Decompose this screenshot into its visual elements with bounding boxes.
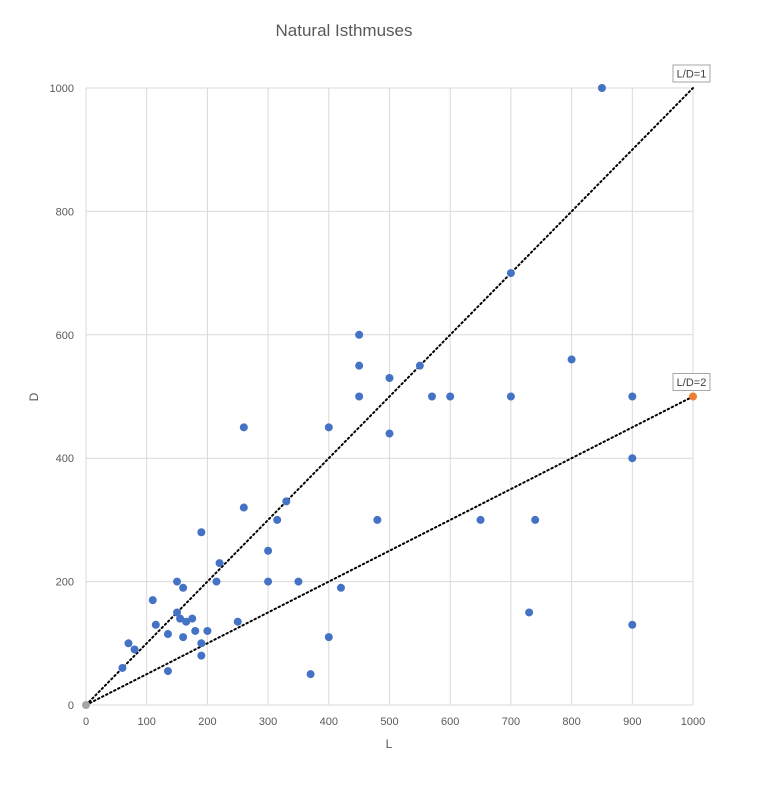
x-tick-label: 300: [259, 716, 277, 728]
data-point: [148, 596, 157, 605]
data-point: [239, 423, 248, 432]
chart-title: Natural Isthmuses: [276, 21, 413, 40]
reference-label-box: [672, 64, 711, 83]
data-point: [282, 497, 291, 506]
data-point: [173, 577, 182, 586]
x-tick-label: 900: [623, 716, 641, 728]
x-tick-label: 1000: [681, 716, 705, 728]
data-point: [82, 701, 90, 709]
y-tick-label: 0: [68, 700, 74, 712]
reference-line-2: [85, 395, 694, 706]
data-point: [531, 515, 540, 524]
x-tick-label: 400: [320, 716, 338, 728]
data-point: [118, 663, 127, 672]
data-point: [264, 546, 273, 555]
data-point: [163, 667, 172, 676]
data-point: [628, 620, 637, 629]
data-point: [264, 577, 273, 586]
data-point: [239, 503, 248, 512]
reference-lines: L/D=1 L/D=2: [85, 64, 711, 706]
reference-label: L/D=1: [677, 69, 707, 81]
data-point: [124, 639, 133, 648]
data-point: [355, 330, 364, 339]
data-point: [130, 645, 139, 654]
data-point: [197, 528, 206, 537]
data-point: [306, 670, 315, 679]
data-point: [385, 429, 394, 438]
data-point: [628, 392, 637, 401]
data-point: [215, 559, 224, 568]
data-point: [173, 608, 182, 617]
data-point: [179, 583, 188, 592]
data-point: [525, 608, 534, 617]
reference-label: L/D=2: [677, 377, 707, 389]
x-tick-label: 200: [198, 716, 216, 728]
data-point: [233, 617, 242, 626]
tick-labels: 0 100 200 300 400 500 600 700 800 900 1000 0 200 400 6…: [50, 83, 706, 728]
data-point: [163, 630, 172, 639]
reference-line-1: [85, 87, 694, 706]
data-point: [197, 639, 206, 648]
y-axis-title: D: [27, 392, 41, 401]
data-point: [151, 620, 160, 629]
x-tick-label: 100: [138, 716, 156, 728]
data-point: [597, 84, 606, 92]
data-point: [567, 355, 576, 364]
data-point: [628, 454, 637, 463]
data-point: [427, 392, 436, 401]
data-point: [212, 577, 221, 586]
data-point: [182, 617, 191, 626]
data-point: [415, 361, 424, 370]
x-tick-label: 500: [380, 716, 398, 728]
data-point: [506, 269, 515, 278]
y-tick-label: 200: [56, 577, 74, 589]
data-point: [476, 515, 485, 524]
data-point: [506, 392, 515, 401]
data-point: [188, 614, 197, 623]
data-point: [355, 392, 364, 401]
data-point: [191, 626, 200, 635]
data-point: [273, 515, 282, 524]
data-point: [355, 361, 364, 370]
data-points: [82, 84, 697, 709]
data-point: [385, 373, 394, 382]
data-point: [689, 392, 697, 401]
data-point: [197, 651, 206, 660]
data-point: [324, 633, 333, 642]
x-tick-label: 700: [502, 716, 520, 728]
data-point: [203, 626, 212, 635]
y-tick-label: 1000: [50, 83, 74, 95]
data-point: [179, 633, 188, 642]
y-tick-label: 800: [56, 206, 74, 218]
data-point: [324, 423, 333, 432]
data-point: [446, 392, 455, 401]
x-tick-label: 600: [441, 716, 459, 728]
reference-label-box: [672, 373, 711, 391]
data-point: [176, 614, 185, 623]
y-tick-label: 400: [56, 453, 74, 465]
data-point: [373, 515, 382, 524]
x-tick-label: 800: [562, 716, 580, 728]
x-axis-title: L: [386, 737, 393, 751]
y-tick-label: 600: [56, 330, 74, 342]
data-point: [294, 577, 303, 586]
data-point: [336, 583, 345, 592]
x-tick-label: 0: [83, 716, 89, 728]
